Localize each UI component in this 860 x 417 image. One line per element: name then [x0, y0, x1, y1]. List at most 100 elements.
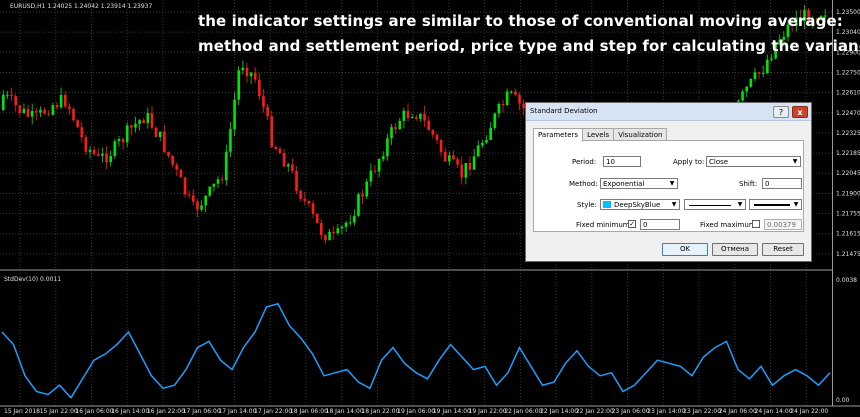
candle-body — [39, 109, 42, 113]
candle-body — [241, 67, 245, 71]
candle-body — [76, 120, 79, 128]
tab-parameters[interactable]: Parameters — [533, 128, 584, 142]
method-value: Exponential — [603, 180, 645, 188]
candle-body — [361, 194, 364, 197]
candle-body — [187, 194, 191, 196]
apply-to-select[interactable]: Close ▼ — [706, 156, 801, 167]
cancel-button[interactable]: Отмена — [712, 243, 758, 256]
fixed-minimum-label: Fixed minimum — [576, 221, 630, 229]
method-select[interactable]: Exponential ▼ — [600, 178, 678, 189]
color-select[interactable]: DeepSkyBlue ▼ — [600, 199, 680, 210]
candle-body — [348, 222, 352, 224]
candle-body — [26, 108, 30, 117]
fixed-minimum-checkbox[interactable]: ✓ — [628, 220, 636, 228]
annotation-line-1: the indicator settings are similar to th… — [198, 12, 843, 30]
line-width-select[interactable]: ▼ — [749, 199, 802, 210]
shift-label: Shift: — [739, 180, 758, 188]
candle-body — [353, 215, 356, 223]
dialog-title[interactable]: Standard Deviation — [526, 103, 811, 121]
fixed-maximum-checkbox[interactable] — [752, 220, 760, 228]
color-swatch — [603, 201, 611, 208]
fixed-minimum-input[interactable]: 0 — [640, 219, 680, 230]
candle-body — [419, 113, 422, 119]
candle-body — [249, 72, 253, 77]
price-label: 1.22470 — [836, 110, 860, 117]
candle-body — [394, 127, 397, 130]
candle-body — [18, 105, 22, 113]
period-input[interactable]: 10 — [603, 156, 641, 167]
candle-body — [43, 109, 46, 114]
candle-body — [753, 72, 757, 79]
candle-body — [386, 138, 389, 157]
candle-body — [84, 137, 88, 152]
candle-body — [790, 24, 794, 26]
candle-body — [761, 73, 765, 75]
candle-body — [125, 125, 129, 143]
line-style-select[interactable]: ▼ — [684, 199, 746, 210]
candle-body — [146, 113, 150, 124]
candle-body — [14, 96, 17, 106]
standard-deviation-dialog: Standard Deviation ? x Parameters Levels… — [525, 102, 812, 262]
candle-body — [286, 164, 290, 167]
time-label: 16 Jan 22:00 — [147, 408, 185, 415]
chevron-down-icon: ▼ — [737, 201, 743, 208]
price-label: 1.21475 — [836, 251, 860, 258]
candle-body — [803, 10, 806, 22]
candle-body — [799, 17, 802, 22]
candle-body — [377, 159, 381, 172]
time-label: 15 Jan 22:00 — [40, 408, 78, 415]
candle-body — [258, 79, 261, 97]
candle-body — [158, 131, 162, 137]
candle-body — [518, 94, 521, 104]
candle-body — [63, 94, 67, 107]
candle-body — [303, 198, 307, 201]
candle-body — [10, 94, 13, 97]
time-label: 24 Jan 14:00 — [755, 408, 793, 415]
candle-body — [72, 108, 75, 121]
fixed-maximum-input[interactable]: 0.00379 — [764, 219, 802, 230]
candle-body — [476, 145, 480, 157]
color-name: DeepSkyBlue — [614, 201, 661, 209]
time-label: 18 Jan 14:00 — [326, 408, 364, 415]
candle-body — [749, 78, 753, 87]
candle-body — [745, 86, 748, 92]
chevron-down-icon: ▼ — [792, 158, 798, 165]
chevron-down-icon: ▼ — [671, 201, 677, 208]
close-button[interactable]: x — [792, 106, 808, 118]
candle-body — [220, 179, 224, 181]
reset-button[interactable]: Reset — [762, 243, 804, 256]
price-label: 1.22185 — [836, 150, 860, 157]
candle-body — [167, 151, 170, 156]
candle-body — [741, 91, 744, 101]
price-label: 1.21755 — [836, 211, 860, 218]
ok-button[interactable]: OK — [662, 243, 708, 256]
shift-input[interactable]: 0 — [762, 178, 802, 189]
candle-body — [278, 148, 282, 154]
price-label: 1.23040 — [836, 29, 860, 36]
price-axis-border — [832, 0, 833, 406]
candle-body — [130, 125, 133, 128]
indicator-axis-label: 0.0038 — [836, 277, 857, 284]
candle-body — [415, 117, 418, 119]
candle-body — [105, 153, 108, 163]
help-button[interactable]: ? — [773, 106, 789, 118]
price-label: 1.22750 — [836, 69, 860, 76]
candle-body — [92, 149, 96, 155]
candle-body — [196, 201, 199, 210]
candle-body — [324, 235, 327, 241]
candle-body — [807, 10, 810, 23]
candle-body — [266, 106, 269, 117]
candle-body — [365, 181, 369, 197]
price-axis-labels: 1.23500 1.23040 1.22900 1.22750 1.22610 1.224… — [836, 9, 860, 258]
candle-body — [782, 36, 786, 40]
annotation-text: the indicator settings are similar to th… — [198, 9, 860, 59]
candle-body — [786, 24, 790, 37]
candle-body — [468, 163, 472, 170]
candle-body — [320, 223, 323, 236]
candle-body — [200, 205, 203, 210]
time-label: 24 Jan 22:00 — [790, 408, 828, 415]
chevron-down-icon: ▼ — [669, 180, 675, 187]
time-label: 18 Jan 22:00 — [361, 408, 399, 415]
candle-body — [819, 16, 823, 20]
tab-visualization[interactable]: Visualization — [613, 128, 668, 141]
